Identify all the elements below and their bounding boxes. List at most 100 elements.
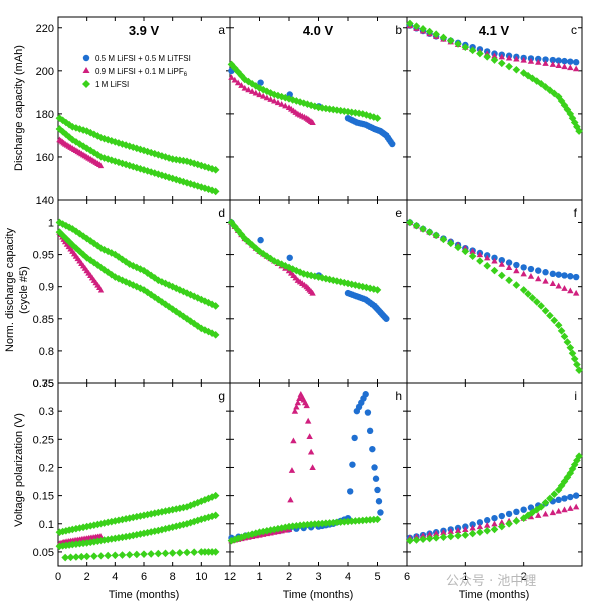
x-tick-label: 4 [345,571,351,583]
data-point-pf6 [304,417,312,424]
data-point-lifsi [560,332,569,341]
data-point-lifsi_base [168,549,177,557]
data-point-lifsi_lower [211,331,220,339]
y-tick-label: 0.25 [33,434,54,446]
data-point-tfsi [505,510,513,518]
data-point-lifsi [340,517,349,526]
data-point-lifsi [230,535,239,544]
data-point-pf6 [454,527,462,533]
data-point-pf6 [555,62,562,69]
data-point-lifsi [237,71,246,80]
data-point-pf6 [282,102,289,109]
data-point-lifsi_base [61,553,69,562]
data-point-lifsi [505,62,513,71]
data-point-lifsi [281,523,290,532]
data-point-lifsi_upper [55,218,64,227]
data-point-lifsi_lower [136,284,145,293]
data-point-lifsi [406,19,414,28]
data-point-lifsi [370,285,378,293]
data-point-lifsi [373,515,382,524]
data-point-lifsi_lower [197,324,206,333]
data-point-lifsi [532,298,541,306]
data-point-tfsi [561,57,568,65]
data-point-lifsi_lower [143,288,152,297]
data-point-lifsi_lower [165,524,173,532]
data-point-pf6 [307,448,315,455]
data-point-lifsi [461,531,470,539]
data-point-lifsi_upper [86,237,95,245]
data-point-lifsi_lower [133,163,141,172]
data-point-lifsi [461,43,470,51]
data-point-lifsi_upper [118,515,127,524]
data-point-pf6 [520,56,527,63]
data-point-lifsi_lower [143,167,152,175]
data-point-lifsi_upper [115,516,123,525]
data-point-lifsi [497,522,506,531]
x-tick-label: 0 [55,571,61,583]
data-point-lifsi_upper [111,517,120,525]
panel-letter-e: e [395,206,402,220]
data-point-pf6 [419,532,427,539]
data-point-lifsi_lower [55,228,64,236]
data-point-lifsi_upper [93,132,102,140]
data-point-lifsi_upper [72,524,80,533]
data-point-lifsi [537,503,545,511]
y-tick-label: 0.05 [33,547,54,559]
data-point-lifsi_upper [65,120,73,129]
y-tick-label: 0.35 [33,378,54,390]
data-point-pf6 [274,99,282,106]
data-point-lifsi_upper [165,281,173,289]
x-tick-label: 10 [195,571,207,583]
data-point-lifsi_lower [133,282,141,291]
data-point-pf6 [491,520,498,527]
data-point-lifsi_upper [107,136,116,145]
data-point-lifsi_lower [104,535,112,544]
data-point-tfsi [286,254,293,261]
data-point-tfsi [374,486,381,494]
x-tick-label: 6 [141,571,147,583]
data-point-lifsi_upper [147,271,155,280]
data-point-lifsi [299,521,308,529]
data-point-lifsi_upper [211,491,220,500]
data-point-pf6 [561,63,568,70]
data-point-lifsi_upper [168,282,177,291]
y-tick-label: 0.15 [33,491,54,503]
data-point-lifsi_base [154,549,163,558]
data-point-tfsi [572,492,580,499]
x-tick-label: 3 [315,571,321,583]
data-point-lifsi [512,281,521,289]
panel-h: 1 2 3 4 5 6h [227,382,410,583]
data-point-pf6 [498,519,505,525]
data-point-tfsi [372,475,380,482]
data-point-lifsi_lower [168,174,177,183]
data-point-pf6 [228,74,235,80]
data-point-lifsi [307,271,315,280]
panel-a: 140 160 180 200 220 a [36,16,231,207]
data-point-lifsi_lower [179,177,188,186]
data-point-lifsi_upper [150,509,159,518]
data-point-lifsi_lower [118,533,127,542]
data-point-lifsi_base [77,552,86,561]
data-point-lifsi [476,49,484,58]
legend-entry-pf6: 0.9 M LiFSI + 0.1 M LiPF6 [82,67,188,78]
data-point-lifsi [446,239,455,248]
data-point-tfsi [542,269,549,276]
data-point-lifsi [311,520,319,528]
data-point-lifsi_upper [68,123,77,131]
data-point-lifsi_upper [211,302,220,310]
data-point-lifsi_lower [147,168,155,176]
data-point-lifsi [560,101,569,110]
data-point-lifsi_lower [86,146,95,155]
data-point-lifsi [468,46,477,55]
data-point-pf6 [491,52,498,59]
y-tick-label: 0.8 [39,346,54,358]
data-point-pf6 [234,79,242,86]
data-point-tfsi [567,493,574,501]
data-point-lifsi [412,22,421,30]
data-point-lifsi [259,249,267,258]
data-point-tfsi [513,508,520,516]
data-point-lifsi_lower [93,261,102,269]
data-point-lifsi_upper [107,249,116,257]
x-tick-label: 8 [170,571,176,583]
